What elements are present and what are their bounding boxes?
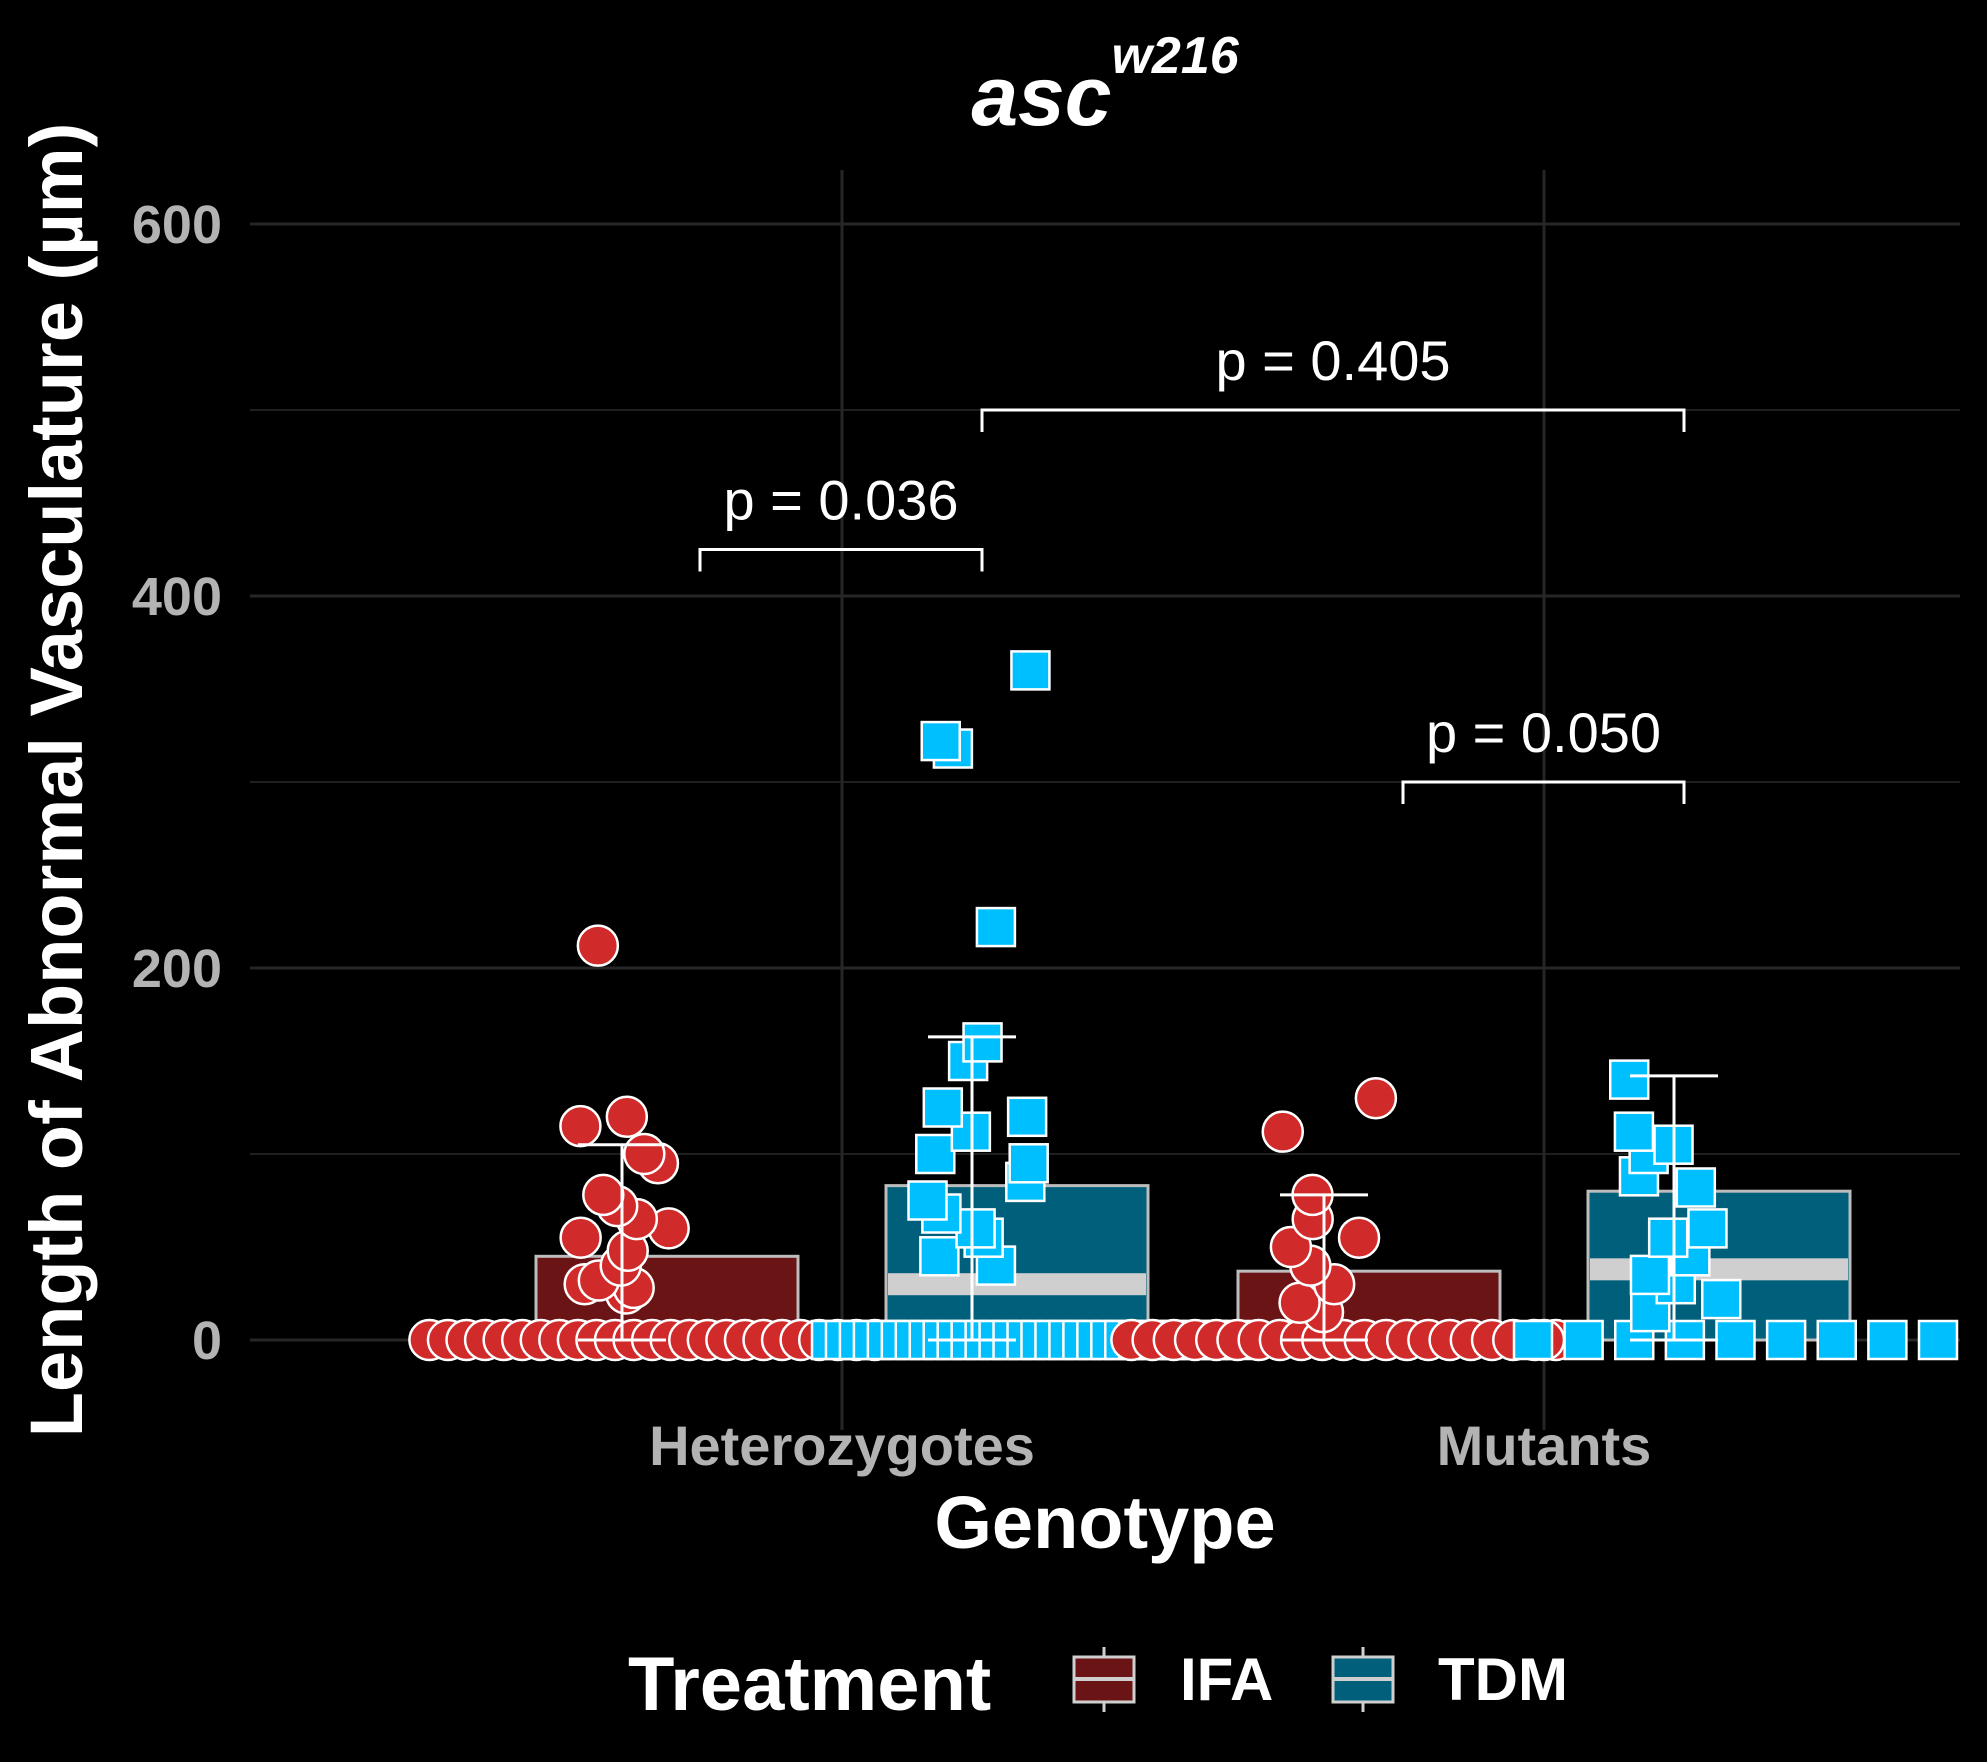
point-heterozygotes-tdm-31 — [919, 1236, 960, 1277]
error-bars — [578, 1035, 1718, 1342]
point-heterozygotes-tdm-41 — [922, 1087, 964, 1128]
x-tick-label-mutants: Mutants — [1437, 1414, 1652, 1477]
point-mutants-tdm-6 — [1816, 1319, 1857, 1361]
point-mutants-ifa-27 — [1337, 1216, 1381, 1259]
point-mutants-tdm-0 — [1512, 1319, 1554, 1361]
comparison-label-0: p = 0.036 — [723, 469, 958, 532]
point-mutants-ifa-31 — [1354, 1076, 1398, 1120]
comparisons: p = 0.036 p = 0.405 p = 0.050 — [698, 329, 1686, 804]
comparison-bracket-2 — [1401, 780, 1686, 804]
comparison-bracket-1 — [980, 408, 1686, 432]
point-heterozygotes-ifa-39 — [605, 1095, 649, 1139]
point-mutants-tdm-4 — [1715, 1319, 1756, 1361]
point-mutants-tdm-5 — [1765, 1319, 1807, 1361]
point-mutants-tdm-16 — [1675, 1167, 1717, 1208]
point-heterozygotes-ifa-40 — [576, 924, 620, 967]
point-mutants-tdm-14 — [1647, 1217, 1689, 1258]
chart-title: ascw216 — [971, 27, 1239, 143]
point-mutants-tdm-1 — [1563, 1319, 1604, 1361]
point-heterozygotes-ifa-38 — [559, 1104, 602, 1148]
point-heterozygotes-tdm-37 — [1008, 1143, 1049, 1184]
x-axis-title: Genotype — [934, 1481, 1275, 1564]
chart-title-superscript: w216 — [1111, 27, 1239, 85]
y-axis-title: Length of Abnormal Vasculature (µm) — [15, 123, 98, 1437]
point-heterozygotes-tdm-44 — [975, 906, 1017, 948]
point-heterozygotes-tdm-38 — [915, 1133, 956, 1175]
point-heterozygotes-ifa-35 — [582, 1173, 625, 1217]
point-heterozygotes-ifa-37 — [623, 1132, 666, 1176]
comparison-bracket-0 — [698, 548, 984, 572]
y-tick-label-200: 200 — [132, 939, 222, 999]
point-mutants-tdm-12 — [1629, 1254, 1671, 1296]
legend-label-tdm: TDM — [1438, 1646, 1568, 1713]
point-heterozygotes-tdm-35 — [907, 1180, 948, 1221]
y-tick-label-600: 600 — [132, 195, 222, 255]
point-heterozygotes-tdm-40 — [1006, 1096, 1048, 1138]
point-mutants-tdm-10 — [1701, 1278, 1742, 1320]
point-heterozygotes-tdm-46 — [920, 720, 961, 762]
point-heterozygotes-tdm-33 — [955, 1208, 996, 1249]
chart-title-main: asc — [971, 49, 1111, 143]
point-mutants-ifa-26 — [1269, 1225, 1313, 1269]
point-mutants-tdm-7 — [1867, 1319, 1908, 1361]
point-mutants-tdm-15 — [1687, 1208, 1728, 1249]
x-tick-label-heterozygotes: Heterozygotes — [649, 1414, 1035, 1477]
comparison-label-2: p = 0.050 — [1426, 701, 1661, 764]
point-mutants-tdm-20 — [1613, 1111, 1655, 1152]
median-heterozygotes-tdm — [888, 1273, 1146, 1296]
median-mutants-tdm — [1590, 1258, 1848, 1281]
comparison-label-1: p = 0.405 — [1215, 329, 1450, 392]
legend-title: Treatment — [628, 1642, 991, 1727]
axes: 0 200 400 600 Heterozygotes Mutants — [132, 195, 1651, 1477]
legend-label-ifa: IFA — [1180, 1646, 1273, 1713]
point-heterozygotes-tdm-43 — [962, 1022, 1003, 1063]
point-mutants-tdm-21 — [1608, 1059, 1650, 1100]
legend: Treatment IFA TDM — [628, 1642, 1568, 1727]
point-mutants-tdm-8 — [1917, 1319, 1959, 1361]
y-tick-label-400: 400 — [132, 567, 222, 627]
point-heterozygotes-ifa-31 — [559, 1216, 602, 1259]
point-mutants-ifa-30 — [1261, 1110, 1305, 1153]
point-heterozygotes-tdm-47 — [1010, 650, 1051, 691]
y-tick-label-0: 0 — [192, 1311, 222, 1371]
